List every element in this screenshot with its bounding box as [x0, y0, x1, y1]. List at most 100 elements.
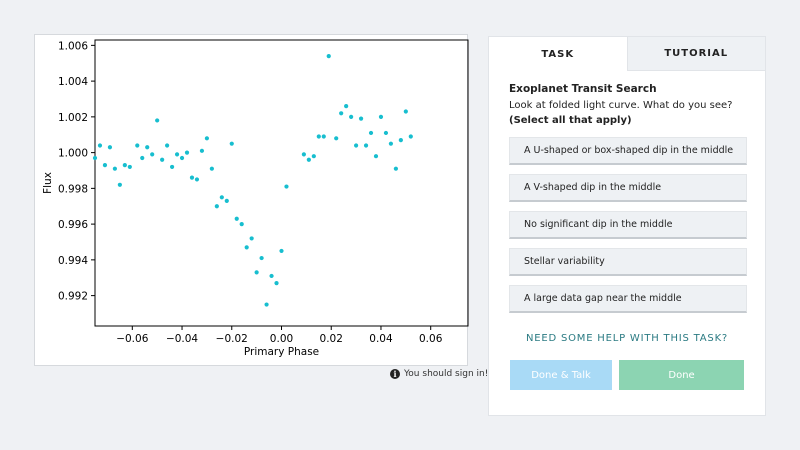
data-point	[264, 302, 269, 307]
data-point	[244, 245, 249, 250]
x-tick-label: −0.04	[166, 333, 198, 345]
data-point	[279, 248, 284, 254]
data-point	[306, 157, 311, 162]
data-point	[194, 177, 200, 182]
data-point	[316, 134, 321, 139]
data-point	[122, 163, 127, 168]
data-point	[239, 222, 244, 227]
data-point	[214, 204, 219, 209]
info-icon: i	[390, 369, 400, 379]
data-point	[249, 236, 254, 241]
light-curve-plot: 0.992 0.994 0.996 0.998 1.000 1.002 1.004 1.006…	[42, 39, 469, 358]
x-tick-label: 0.04	[369, 333, 393, 345]
task-instruction: (Select all that apply)	[509, 115, 632, 126]
x-tick-label: 0.06	[419, 333, 443, 345]
signin-text: You should sign in!	[404, 369, 489, 379]
data-point	[189, 175, 195, 180]
data-point	[284, 184, 289, 189]
data-point	[199, 148, 205, 153]
answer-no-dip[interactable]: No significant dip in the middle	[509, 211, 747, 239]
answer-v-shaped-dip[interactable]: A V-shaped dip in the middle	[509, 174, 747, 202]
data-point	[254, 270, 259, 275]
data-point	[398, 138, 403, 143]
data-point	[229, 141, 234, 146]
data-point	[274, 281, 279, 286]
signin-notice[interactable]: i You should sign in!	[390, 369, 488, 379]
y-tick-label: 1.000	[58, 148, 88, 160]
done-and-talk-button[interactable]: Done & Talk	[510, 360, 613, 390]
data-point	[165, 143, 170, 148]
x-tick-label: 0.02	[320, 333, 343, 345]
data-point	[368, 130, 374, 136]
data-point	[388, 141, 394, 146]
done-button[interactable]: Done	[619, 360, 744, 390]
x-tick-label: 0.00	[270, 333, 293, 345]
data-point	[117, 182, 122, 187]
data-point	[403, 109, 408, 114]
data-point	[311, 154, 316, 159]
plot-axes-frame	[94, 39, 469, 327]
data-point	[204, 136, 209, 141]
data-point	[184, 150, 190, 155]
data-point	[107, 145, 113, 150]
answer-list: A U-shaped or box-shaped dip in the midd…	[509, 137, 747, 313]
data-point	[373, 154, 379, 159]
data-point	[102, 163, 108, 168]
task-tabs: TASK TUTORIAL	[489, 37, 765, 71]
data-point	[334, 136, 339, 141]
tab-task[interactable]: TASK	[489, 37, 627, 71]
data-point	[97, 143, 103, 148]
answer-data-gap[interactable]: A large data gap near the middle	[509, 285, 747, 313]
data-point	[259, 255, 264, 261]
data-point	[234, 216, 239, 221]
y-tick-label: 0.996	[58, 219, 88, 231]
answer-stellar-variability[interactable]: Stellar variability	[509, 248, 747, 276]
data-point	[349, 114, 354, 119]
task-question: Look at folded light curve. What do you …	[509, 100, 733, 111]
y-tick-label: 0.998	[58, 183, 88, 195]
data-point	[160, 157, 165, 162]
data-point	[150, 152, 155, 157]
data-point	[92, 155, 98, 161]
task-panel: TASK TUTORIAL Exoplanet Transit Search L…	[488, 36, 766, 416]
y-tick-label: 1.002	[58, 112, 88, 124]
data-point	[393, 166, 398, 171]
data-point	[169, 164, 175, 170]
data-point	[339, 111, 344, 116]
y-tick-label: 0.994	[58, 255, 88, 267]
data-point	[354, 143, 359, 148]
data-point	[155, 118, 160, 123]
data-point	[378, 114, 384, 119]
data-point	[301, 152, 306, 157]
x-axis-label: Primary Phase	[244, 346, 319, 358]
data-point	[135, 143, 140, 148]
help-link[interactable]: NEED SOME HELP WITH THIS TASK?	[525, 333, 729, 344]
light-curve-plot-panel: 0.992 0.994 0.996 0.998 1.000 1.002 1.004 1.006…	[34, 34, 469, 366]
task-actions: Done & Talk Done	[509, 360, 745, 390]
data-point	[408, 134, 413, 139]
x-tick-label: −0.02	[216, 333, 248, 345]
data-point	[179, 155, 185, 161]
data-point	[127, 164, 132, 170]
data-point	[112, 166, 117, 171]
data-point	[209, 166, 214, 171]
data-point	[174, 152, 180, 157]
y-tick-label: 1.006	[58, 40, 88, 52]
data-point	[224, 198, 229, 203]
y-tick-label: 0.992	[58, 291, 88, 303]
data-point	[358, 116, 364, 121]
data-point	[269, 273, 274, 279]
y-axis-label: Flux	[42, 172, 54, 194]
data-point	[363, 143, 369, 148]
task-body: Exoplanet Transit Search Look at folded …	[489, 71, 765, 390]
data-point	[140, 155, 145, 161]
answer-u-shaped-dip[interactable]: A U-shaped or box-shaped dip in the midd…	[509, 137, 747, 165]
data-point	[219, 195, 224, 200]
data-point	[344, 104, 349, 109]
tab-tutorial[interactable]: TUTORIAL	[626, 37, 765, 71]
x-tick-label: −0.06	[116, 333, 148, 345]
data-point	[383, 130, 389, 136]
task-title: Exoplanet Transit Search	[509, 83, 657, 95]
y-tick-label: 1.004	[58, 76, 88, 88]
data-point	[321, 134, 326, 139]
